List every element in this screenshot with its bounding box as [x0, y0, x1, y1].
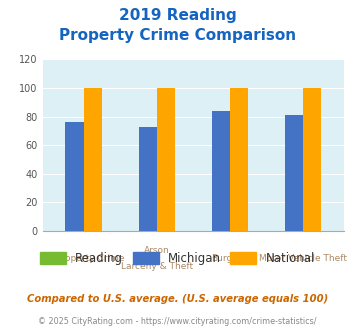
Bar — [303, 88, 322, 231]
Bar — [65, 122, 84, 231]
Bar — [84, 88, 102, 231]
Bar — [212, 111, 230, 231]
Bar — [138, 127, 157, 231]
Text: Larceny & Theft: Larceny & Theft — [121, 262, 193, 271]
Bar — [230, 88, 248, 231]
Text: © 2025 CityRating.com - https://www.cityrating.com/crime-statistics/: © 2025 CityRating.com - https://www.city… — [38, 317, 317, 326]
Text: Property Crime Comparison: Property Crime Comparison — [59, 28, 296, 43]
Text: Burglary: Burglary — [211, 254, 249, 263]
Text: Arson: Arson — [144, 246, 170, 255]
Bar — [157, 88, 175, 231]
Text: 2019 Reading: 2019 Reading — [119, 8, 236, 23]
Bar — [285, 115, 303, 231]
Legend: Reading, Michigan, National: Reading, Michigan, National — [35, 247, 320, 270]
Text: All Property Crime: All Property Crime — [43, 254, 125, 263]
Text: Motor Vehicle Theft: Motor Vehicle Theft — [259, 254, 347, 263]
Text: Compared to U.S. average. (U.S. average equals 100): Compared to U.S. average. (U.S. average … — [27, 294, 328, 304]
